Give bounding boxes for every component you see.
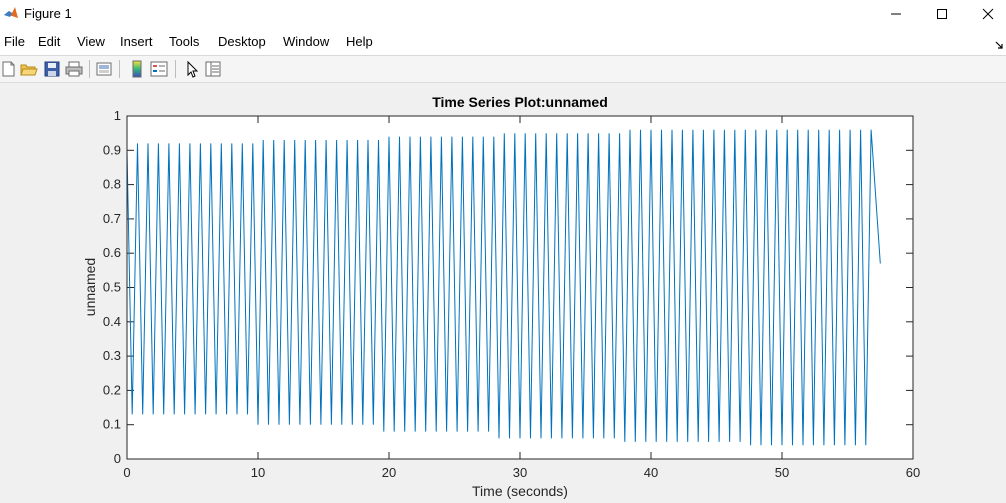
link-plot-icon (96, 62, 112, 76)
maximize-button[interactable] (919, 0, 965, 28)
open-file-button[interactable] (19, 59, 39, 79)
minimize-icon (891, 13, 901, 15)
y-tick-label: 0.7 (103, 211, 121, 226)
y-tick-label: 0 (114, 451, 121, 466)
menu-help[interactable]: Help (346, 34, 373, 49)
menu-bar: File Edit View Insert Tools Desktop Wind… (0, 28, 1006, 56)
insert-legend-icon (150, 61, 168, 77)
x-tick-label: 50 (775, 465, 789, 480)
menu-desktop[interactable]: Desktop (218, 34, 266, 49)
print-icon (65, 61, 83, 77)
x-axis-label: Time (seconds) (472, 483, 568, 499)
menu-insert[interactable]: Insert (120, 34, 153, 49)
x-tick-label: 20 (382, 465, 396, 480)
menu-window[interactable]: Window (283, 34, 330, 49)
print-button[interactable] (64, 59, 84, 79)
window-titlebar: Figure 1 (0, 0, 1006, 28)
x-tick-label: 30 (513, 465, 527, 480)
new-figure-icon (2, 61, 15, 77)
menu-file[interactable]: File (4, 34, 25, 49)
property-inspector-icon (205, 61, 221, 77)
minimize-button[interactable] (873, 0, 919, 28)
y-axis-label: unnamed (82, 258, 98, 316)
x-tick-label: 10 (251, 465, 265, 480)
toolbar-separator (119, 60, 120, 78)
chart-title: Time Series Plot:unnamed (432, 94, 608, 110)
y-tick-labels: 0 0.1 0.2 0.3 0.4 0.5 0.6 0.7 0.8 0.9 1 (103, 108, 121, 466)
y-tick-label: 0.8 (103, 177, 121, 192)
y-tick-label: 0.6 (103, 245, 121, 260)
insert-colorbar-icon (132, 60, 142, 78)
x-tick-label: 40 (644, 465, 658, 480)
x-tick-label: 0 (123, 465, 130, 480)
window-title: Figure 1 (24, 6, 72, 21)
toolbar-separator (175, 60, 176, 78)
property-inspector-button[interactable] (203, 59, 223, 79)
y-tick-label: 0.1 (103, 417, 121, 432)
menu-view[interactable]: View (77, 34, 105, 49)
x-tick-labels: 0 10 20 30 40 50 60 (123, 465, 920, 480)
y-tick-label: 0.9 (103, 142, 121, 157)
figure-toolbar (0, 56, 1006, 83)
close-icon (982, 8, 994, 20)
save-button[interactable] (42, 59, 62, 79)
new-figure-button[interactable] (0, 59, 20, 79)
menu-tools[interactable]: Tools (169, 34, 200, 49)
series-line (126, 129, 881, 446)
save-icon (44, 61, 60, 77)
edit-plot-pointer-icon (187, 60, 199, 78)
insert-colorbar-button[interactable] (127, 59, 147, 79)
insert-legend-button[interactable] (149, 59, 169, 79)
link-plot-button[interactable] (94, 59, 114, 79)
y-tick-label: 0.3 (103, 348, 121, 363)
close-button[interactable] (965, 0, 1006, 28)
matlab-logo-icon (3, 5, 19, 21)
menu-edit[interactable]: Edit (38, 34, 61, 49)
y-tick-label: 1 (114, 108, 121, 123)
figure-canvas[interactable]: Time Series Plot:unnamed 0 10 20 30 40 50 60 0… (0, 83, 1006, 503)
open-folder-icon (20, 64, 38, 76)
x-tick-label: 60 (906, 465, 920, 480)
y-tick-label: 0.2 (103, 382, 121, 397)
axes-box (126, 115, 914, 460)
maximize-icon (937, 9, 947, 19)
toolbar-separator (89, 60, 90, 78)
edit-plot-button[interactable] (182, 59, 202, 79)
y-tick-label: 0.4 (103, 314, 121, 329)
y-tick-label: 0.5 (103, 280, 121, 295)
dock-figure-icon[interactable] (994, 37, 1004, 49)
